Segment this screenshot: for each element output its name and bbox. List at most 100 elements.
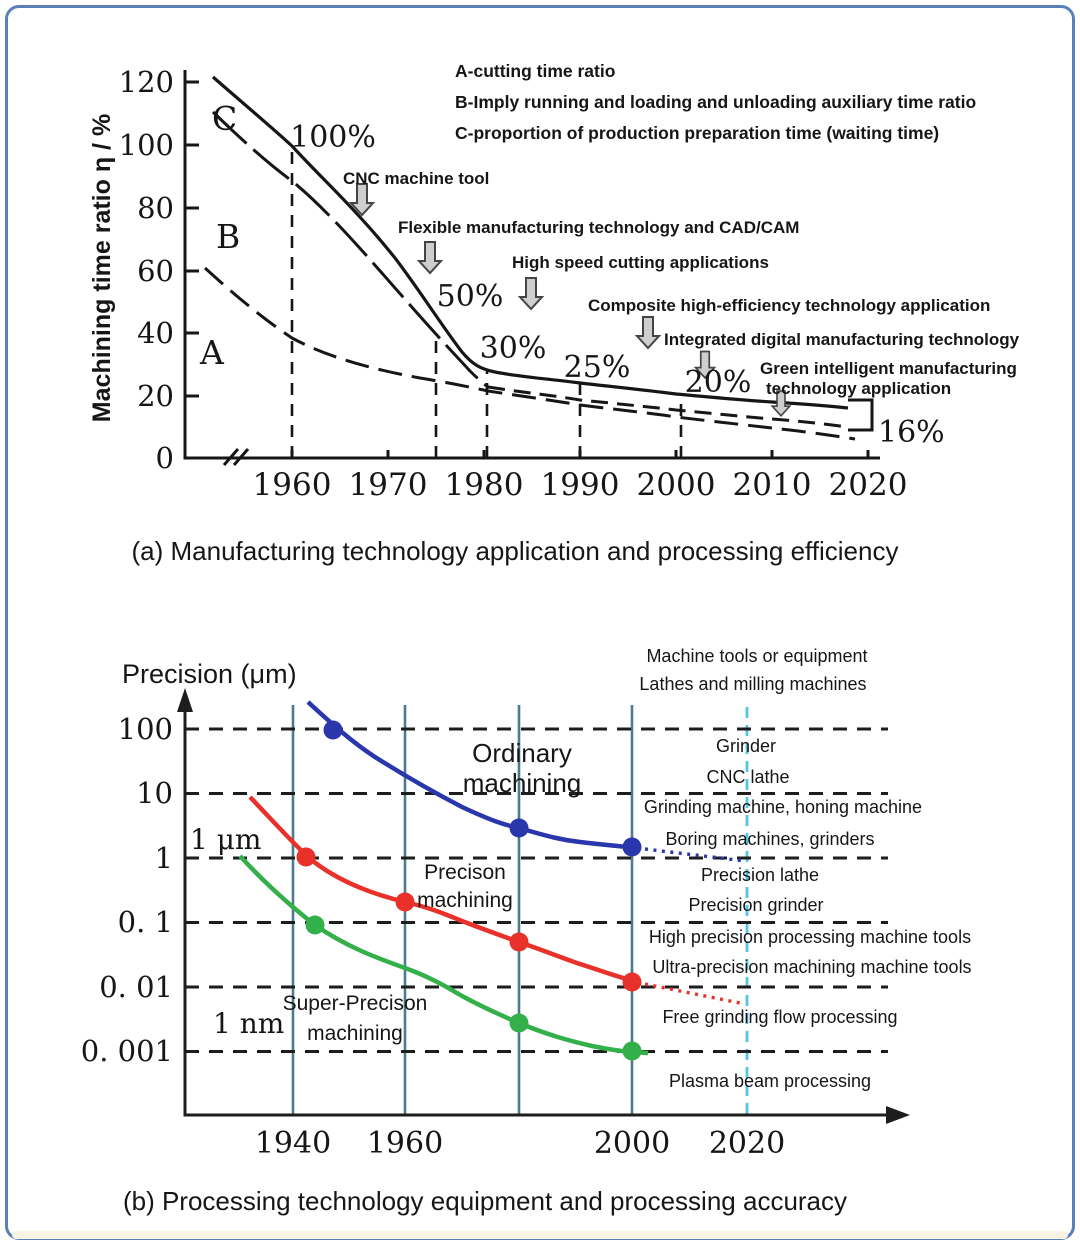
annotation-high-speed: High speed cutting applications (512, 253, 769, 272)
a-y-ticks (185, 80, 199, 398)
annotation-green-2: technology application (766, 379, 951, 398)
micron-marker: 1 μm (190, 823, 261, 856)
annotation-green-1: Green intelligent manufacturing (760, 359, 1017, 378)
data-point (622, 1041, 642, 1061)
end-bracket (848, 398, 874, 432)
curve-label-c: C (212, 99, 237, 138)
annotation-composite: Composite high-efficiency technology app… (588, 296, 990, 315)
precision-chart: Precision (μm) 100 10 1 0. 1 0. 01 0. 00… (81, 646, 972, 1161)
arrow-down-icon (519, 277, 543, 310)
super-precision-points (305, 915, 642, 1061)
b-y-tick: 0. 001 (81, 1034, 173, 1068)
data-point (622, 837, 642, 857)
b-x-tick: 2020 (709, 1126, 785, 1161)
equipment-label: Precision lathe (701, 865, 819, 885)
curve-b-steep (211, 110, 489, 389)
a-x-tick: 1970 (349, 467, 428, 503)
annotation-integrated: Integrated digital manufacturing technol… (664, 330, 1020, 349)
b-y-arrowhead-icon (177, 688, 193, 712)
a-milestone-guides (290, 147, 683, 458)
a-y-tick: 20 (137, 379, 174, 413)
a-y-tick: 80 (137, 191, 174, 225)
a-axes (183, 70, 880, 460)
data-point (395, 892, 415, 912)
data-point (509, 818, 529, 838)
scan-artifact-strip (12, 1231, 1068, 1239)
a-y-tick: 40 (137, 316, 174, 350)
equipment-label: Ultra-precision machining machine tools (652, 957, 971, 977)
region-precision-1: Precison (424, 861, 506, 884)
curve-label-a: A (199, 333, 225, 372)
a-x-tick: 1980 (445, 467, 524, 503)
precision-points (296, 847, 642, 992)
nanometer-marker: 1 nm (213, 1007, 284, 1040)
equipment-label: CNC lathe (706, 767, 789, 787)
a-y-tick: 0 (156, 441, 174, 475)
a-y-tick: 100 (119, 128, 174, 162)
a-axis-break-icon (222, 448, 250, 466)
data-point (509, 1013, 529, 1033)
b-y-tick: 100 (118, 712, 173, 746)
legend-line-a: A-cutting time ratio (455, 61, 615, 81)
milestone-16: 16% (878, 415, 945, 450)
legend-line-b: B-Imply running and loading and unloadin… (455, 92, 976, 112)
curve-a (203, 266, 856, 441)
region-ordinary-2: machining (463, 768, 582, 798)
curve-ordinary (306, 700, 639, 851)
curve-label-b: B (216, 217, 240, 256)
legend-line-c: C-proportion of production preparation t… (455, 123, 939, 143)
b-x-tick: 1960 (367, 1126, 443, 1161)
data-point (296, 847, 316, 867)
annotation-flexible: Flexible manufacturing technology and CA… (398, 218, 799, 237)
b-x-tick: 1940 (255, 1126, 331, 1161)
equipment-label: High precision processing machine tools (649, 927, 971, 947)
equipment-label: Free grinding flow processing (662, 1007, 897, 1027)
milestone-100: 100% (290, 120, 376, 155)
a-x-tick: 1990 (541, 467, 620, 503)
caption-b: (b) Processing technology equipment and … (122, 1186, 848, 1216)
curve-b-tail (487, 385, 849, 429)
region-ordinary-1: Ordinary (472, 738, 572, 768)
a-y-tick: 60 (137, 254, 174, 288)
equipment-label: Grinding machine, honing machine (644, 797, 922, 817)
b-x-tick: 2000 (594, 1126, 670, 1161)
data-point (509, 932, 529, 952)
b-y-tick: 1 (155, 841, 173, 875)
b-y-tick: 0. 1 (118, 905, 173, 939)
equipment-label: Plasma beam processing (669, 1071, 871, 1091)
a-x-tick: 1960 (253, 467, 332, 503)
arrow-down-icon (636, 316, 660, 349)
data-point (622, 972, 642, 992)
data-point (323, 720, 343, 740)
region-super-2: machining (307, 1022, 403, 1045)
milestone-50: 50% (437, 279, 504, 314)
milestone-25: 25% (564, 350, 631, 385)
a-y-tick: 120 (119, 65, 174, 99)
curve-super-precision (238, 854, 649, 1056)
region-super-1: Super-Precison (283, 992, 428, 1015)
equipment-header-1: Machine tools or equipment (646, 646, 867, 666)
equipment-header-2: Lathes and milling machines (639, 674, 866, 694)
equipment-label: Grinder (716, 736, 776, 756)
annotation-cnc: CNC machine tool (343, 169, 489, 188)
a-x-tick: 2000 (637, 467, 716, 503)
equipment-label: Boring machines, grinders (665, 829, 874, 849)
arrow-down-icon (418, 241, 442, 274)
efficiency-chart: Machining time ratio η / % 120 100 80 60… (88, 61, 1020, 503)
curve-c (211, 75, 849, 410)
milestone-30: 30% (480, 331, 547, 366)
equipment-label: Precision grinder (688, 895, 823, 915)
a-x-tick: 2020 (829, 467, 908, 503)
milestone-20: 20% (685, 365, 752, 400)
a-y-axis-label: Machining time ratio η / % (88, 114, 116, 422)
b-axes (183, 700, 895, 1117)
b-y-tick: 0. 01 (99, 970, 173, 1004)
a-x-tick: 2010 (733, 467, 812, 503)
b-x-arrowhead-icon (886, 1106, 910, 1124)
caption-a: (a) Manufacturing technology application… (131, 536, 899, 566)
region-precision-2: machining (417, 889, 513, 912)
b-y-tick: 10 (136, 776, 173, 810)
b-title: Precision (μm) (122, 659, 297, 689)
b-decade-gridlines (185, 727, 888, 1053)
